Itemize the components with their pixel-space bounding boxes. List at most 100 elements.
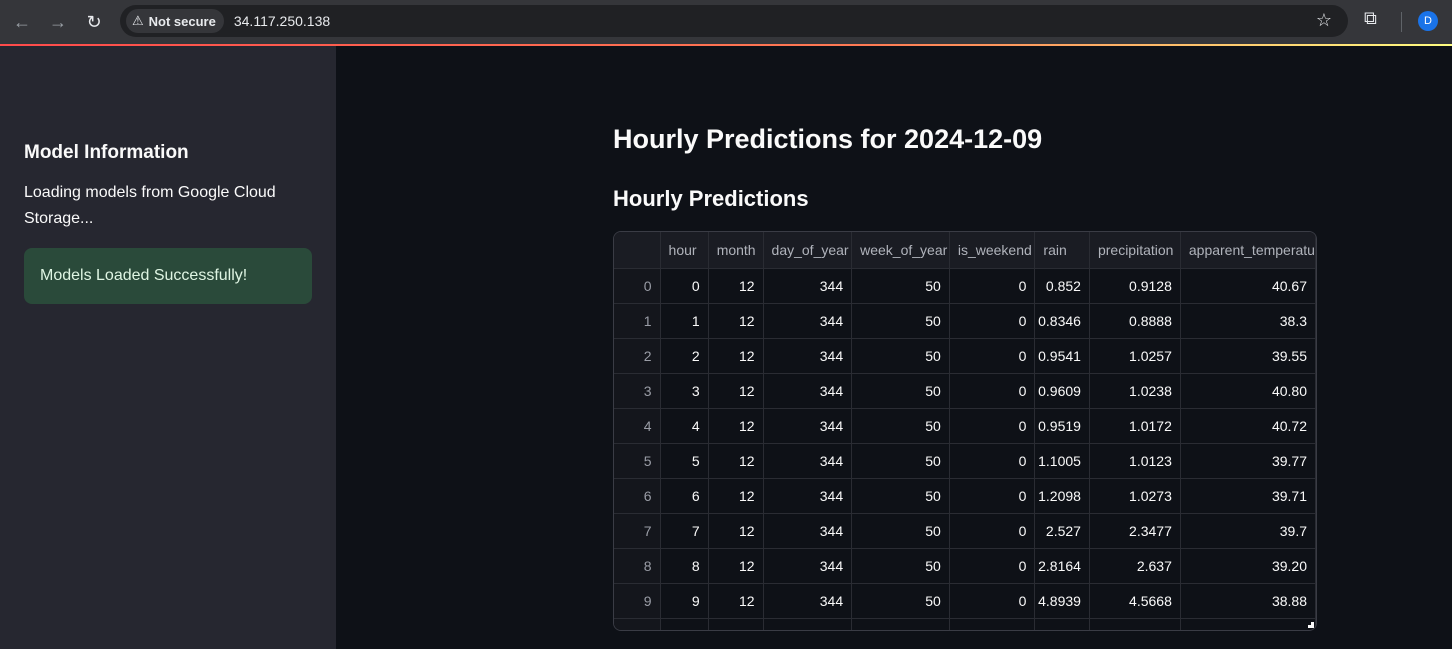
table-cell[interactable]: 39.7: [1180, 513, 1316, 549]
table-cell[interactable]: 3: [660, 373, 709, 409]
table-cell[interactable]: [763, 618, 853, 630]
table-cell[interactable]: 344: [763, 548, 853, 584]
table-cell[interactable]: 12: [708, 373, 764, 409]
table-cell[interactable]: 344: [763, 478, 853, 514]
row-index-cell[interactable]: 0: [614, 268, 661, 304]
table-cell[interactable]: 12: [708, 513, 764, 549]
table-cell[interactable]: [1089, 618, 1181, 630]
table-cell[interactable]: 50: [851, 268, 950, 304]
table-cell[interactable]: 50: [851, 583, 950, 619]
table-cell[interactable]: 12: [708, 303, 764, 339]
table-cell[interactable]: 344: [763, 338, 853, 374]
table-cell[interactable]: 344: [763, 268, 853, 304]
reload-icon[interactable]: ↻: [86, 11, 102, 32]
table-cell[interactable]: 50: [851, 408, 950, 444]
table-cell[interactable]: 0: [949, 373, 1036, 409]
profile-avatar[interactable]: D: [1418, 11, 1438, 31]
table-cell[interactable]: 0.9519: [1034, 408, 1090, 444]
table-cell[interactable]: 1.0172: [1089, 408, 1181, 444]
row-index-cell[interactable]: 4: [614, 408, 661, 444]
table-cell[interactable]: 4.5668: [1089, 583, 1181, 619]
table-cell[interactable]: 50: [851, 513, 950, 549]
table-cell[interactable]: 2.527: [1034, 513, 1090, 549]
column-header[interactable]: apparent_temperatu: [1180, 232, 1316, 269]
table-cell[interactable]: 12: [708, 583, 764, 619]
table-cell[interactable]: 0: [949, 408, 1036, 444]
table-cell[interactable]: 2.3477: [1089, 513, 1181, 549]
table-cell[interactable]: 39.55: [1180, 338, 1316, 374]
table-cell[interactable]: 0.852: [1034, 268, 1090, 304]
table-cell[interactable]: 12: [708, 478, 764, 514]
table-cell[interactable]: 1.2098: [1034, 478, 1090, 514]
table-cell[interactable]: 5: [660, 443, 709, 479]
table-cell[interactable]: 0: [949, 583, 1036, 619]
table-cell[interactable]: 8: [660, 548, 709, 584]
table-cell[interactable]: 1.1005: [1034, 443, 1090, 479]
table-cell[interactable]: 50: [851, 338, 950, 374]
table-cell[interactable]: 1.0273: [1089, 478, 1181, 514]
row-index-cell[interactable]: 5: [614, 443, 661, 479]
table-cell[interactable]: 0.9609: [1034, 373, 1090, 409]
table-cell[interactable]: 50: [851, 548, 950, 584]
table-cell[interactable]: 40.67: [1180, 268, 1316, 304]
table-cell[interactable]: 344: [763, 303, 853, 339]
index-header[interactable]: [614, 232, 661, 269]
table-cell[interactable]: 38.88: [1180, 583, 1316, 619]
table-cell[interactable]: 50: [851, 373, 950, 409]
table-cell[interactable]: [660, 618, 709, 630]
table-cell[interactable]: 344: [763, 408, 853, 444]
table-cell[interactable]: 2.637: [1089, 548, 1181, 584]
star-icon[interactable]: ☆: [1315, 10, 1332, 30]
table-cell[interactable]: 1: [660, 303, 709, 339]
row-index-cell[interactable]: 7: [614, 513, 661, 549]
column-header[interactable]: is_weekend: [949, 232, 1036, 269]
address-bar[interactable]: ⚠ Not secure 34.117.250.138 ☆: [120, 5, 1348, 37]
table-cell[interactable]: 39.71: [1180, 478, 1316, 514]
url-text[interactable]: 34.117.250.138: [233, 13, 331, 29]
table-cell[interactable]: 0: [949, 338, 1036, 374]
table-cell[interactable]: [1180, 618, 1316, 630]
table-cell[interactable]: 12: [708, 268, 764, 304]
predictions-dataframe[interactable]: hour month day_of_year week_of_year is_weeke…: [613, 231, 1317, 631]
table-cell[interactable]: 12: [708, 443, 764, 479]
table-cell[interactable]: 4: [660, 408, 709, 444]
row-index-cell[interactable]: 1: [614, 303, 661, 339]
table-cell[interactable]: 0.8346: [1034, 303, 1090, 339]
resize-handle[interactable]: [1308, 622, 1314, 628]
table-cell[interactable]: 344: [763, 443, 853, 479]
table-cell[interactable]: 0.8888: [1089, 303, 1181, 339]
table-cell[interactable]: 0.9541: [1034, 338, 1090, 374]
table-cell[interactable]: 7: [660, 513, 709, 549]
table-cell[interactable]: 0: [949, 478, 1036, 514]
table-cell[interactable]: 6: [660, 478, 709, 514]
row-index-cell[interactable]: 9: [614, 583, 661, 619]
table-cell[interactable]: 39.20: [1180, 548, 1316, 584]
row-index-cell[interactable]: 6: [614, 478, 661, 514]
table-cell[interactable]: 50: [851, 478, 950, 514]
table-cell[interactable]: [949, 618, 1036, 630]
table-cell[interactable]: 0.9128: [1089, 268, 1181, 304]
table-cell[interactable]: [851, 618, 950, 630]
table-cell[interactable]: 0: [949, 548, 1036, 584]
arrow-left-icon[interactable]: ←: [13, 11, 31, 32]
table-cell[interactable]: 0: [949, 443, 1036, 479]
arrow-right-icon[interactable]: →: [49, 11, 67, 32]
column-header[interactable]: week_of_year: [851, 232, 950, 269]
table-cell[interactable]: 38.3: [1180, 303, 1316, 339]
row-index-cell[interactable]: 3: [614, 373, 661, 409]
table-cell[interactable]: 40.72: [1180, 408, 1316, 444]
column-header[interactable]: month: [708, 232, 764, 269]
table-cell[interactable]: [708, 618, 764, 630]
column-header[interactable]: rain: [1034, 232, 1090, 269]
table-cell[interactable]: 344: [763, 373, 853, 409]
table-cell[interactable]: 12: [708, 338, 764, 374]
row-index-cell[interactable]: 2: [614, 338, 661, 374]
table-cell[interactable]: 344: [763, 513, 853, 549]
security-chip[interactable]: ⚠ Not secure: [126, 9, 224, 33]
table-cell[interactable]: 4.8939: [1034, 583, 1090, 619]
table-cell[interactable]: 0: [949, 268, 1036, 304]
table-cell[interactable]: 0: [949, 303, 1036, 339]
table-cell[interactable]: 40.80: [1180, 373, 1316, 409]
table-cell[interactable]: 12: [708, 408, 764, 444]
table-cell[interactable]: 1.0123: [1089, 443, 1181, 479]
